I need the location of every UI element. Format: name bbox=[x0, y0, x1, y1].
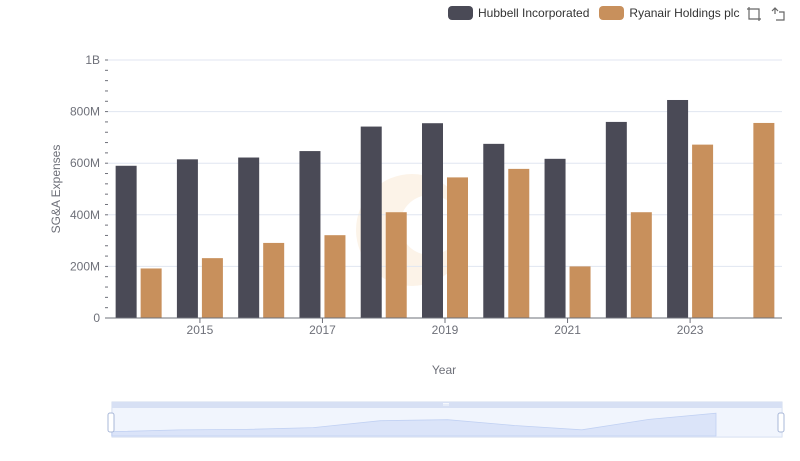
data-zoom-selection[interactable] bbox=[112, 408, 782, 437]
legend-label-hubbell: Hubbell Incorporated bbox=[478, 6, 590, 20]
bar-ryanair-2024[interactable] bbox=[753, 122, 775, 319]
x-tick-label: 2015 bbox=[187, 323, 214, 337]
data-zoom-handle-right[interactable] bbox=[777, 412, 785, 433]
y-tick-label: 200M bbox=[70, 259, 100, 273]
restore-icon[interactable] bbox=[770, 6, 786, 22]
bar-ryanair-2018[interactable] bbox=[385, 212, 407, 318]
y-tick-label: 1B bbox=[85, 53, 100, 67]
x-tick-label: 2021 bbox=[554, 323, 581, 337]
x-tick-label: 2019 bbox=[432, 323, 459, 337]
zoom-icon[interactable] bbox=[746, 6, 762, 22]
y-tick-label: 400M bbox=[70, 208, 100, 222]
data-zoom-slider[interactable] bbox=[107, 401, 785, 438]
bar-ryanair-2023[interactable] bbox=[692, 144, 714, 318]
bar-ryanair-2019[interactable] bbox=[447, 177, 468, 318]
bar-hubbell-2016[interactable] bbox=[238, 157, 260, 318]
bar-ryanair-2020[interactable] bbox=[508, 168, 530, 318]
legend: Hubbell Incorporated Ryanair Holdings pl… bbox=[448, 4, 749, 22]
data-zoom-handle-left[interactable] bbox=[107, 412, 115, 433]
bar-ryanair-2021[interactable] bbox=[569, 266, 591, 318]
bar-hubbell-2014[interactable] bbox=[115, 165, 137, 318]
bar-hubbell-2020[interactable] bbox=[483, 143, 505, 318]
bar-hubbell-2018[interactable] bbox=[360, 126, 382, 319]
data-zoom-grip-icon[interactable] bbox=[443, 403, 449, 406]
x-axis-label: Year bbox=[432, 363, 456, 377]
y-axis-label: SG&A Expenses bbox=[49, 145, 63, 234]
bar-hubbell-2017[interactable] bbox=[299, 151, 321, 318]
toolbox bbox=[746, 6, 786, 22]
x-axis: 2015 2017 2019 2021 2023 bbox=[108, 317, 782, 337]
bar-hubbell-2019[interactable] bbox=[422, 123, 443, 319]
legend-item-hubbell[interactable]: Hubbell Incorporated bbox=[448, 6, 589, 20]
legend-item-ryanair[interactable]: Ryanair Holdings plc bbox=[599, 6, 739, 20]
bar-ryanair-2015[interactable] bbox=[201, 258, 223, 318]
bar-ryanair-2016[interactable] bbox=[263, 242, 285, 318]
legend-label-ryanair: Ryanair Holdings plc bbox=[629, 6, 740, 20]
x-tick-label: 2023 bbox=[677, 323, 704, 337]
legend-swatch-ryanair bbox=[599, 6, 625, 20]
bar-hubbell-2022[interactable] bbox=[605, 121, 627, 318]
legend-swatch-hubbell bbox=[448, 6, 473, 20]
bar-hubbell-2015[interactable] bbox=[176, 159, 198, 318]
y-tick-label: 800M bbox=[70, 105, 100, 119]
y-tick-label: 0 bbox=[93, 311, 100, 325]
y-axis-ticks: 0 200M 400M 600M 800M 1B bbox=[70, 53, 108, 325]
bars bbox=[115, 99, 775, 319]
y-tick-label: 600M bbox=[70, 156, 100, 170]
bar-hubbell-2021[interactable] bbox=[544, 158, 566, 318]
x-tick-label: 2017 bbox=[309, 323, 336, 337]
bar-ryanair-2014[interactable] bbox=[140, 268, 162, 318]
bar-ryanair-2017[interactable] bbox=[324, 235, 346, 318]
bar-hubbell-2023[interactable] bbox=[667, 99, 689, 319]
bar-ryanair-2022[interactable] bbox=[630, 212, 652, 318]
